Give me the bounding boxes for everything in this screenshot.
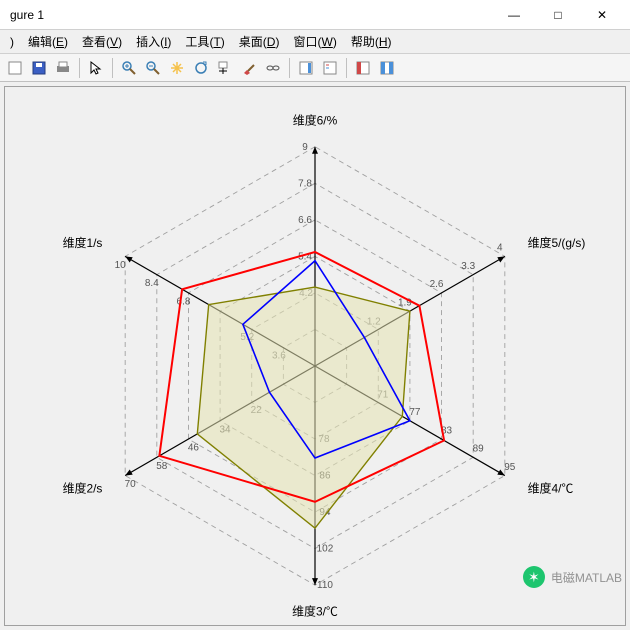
close-button[interactable]: ✕ [580,1,624,29]
watermark-text: 电磁MATLAB [551,569,622,586]
minimize-button[interactable]: — [492,1,536,29]
show-plot-tools-button[interactable] [376,57,398,79]
svg-text:3.3: 3.3 [461,261,475,272]
menubar: ) 编辑(E) 查看(V) 插入(I) 工具(T) 桌面(D) 窗口(W) 帮助… [0,30,630,54]
link-button[interactable] [262,57,284,79]
svg-text:10: 10 [115,260,127,271]
svg-text:维度5/(g/s): 维度5/(g/s) [528,235,586,250]
window-title: gure 1 [6,8,492,22]
new-figure-button[interactable] [4,57,26,79]
svg-text:7.8: 7.8 [298,178,312,189]
svg-text:102: 102 [317,544,334,555]
menu-view[interactable]: 查看(V) [76,31,128,52]
svg-text:8.4: 8.4 [145,278,159,289]
svg-text:6.8: 6.8 [177,297,191,308]
menu-help[interactable]: 帮助(H) [345,31,398,52]
brush-button[interactable] [238,57,260,79]
save-button[interactable] [28,57,50,79]
svg-text:维度6/%: 维度6/% [293,112,338,127]
datacursor-button[interactable] [214,57,236,79]
svg-text:2.6: 2.6 [430,279,444,290]
svg-text:维度1/s: 维度1/s [63,235,103,250]
svg-text:70: 70 [125,479,137,490]
svg-text:维度2/s: 维度2/s [63,481,103,496]
pan-button[interactable] [166,57,188,79]
print-button[interactable] [52,57,74,79]
svg-text:4: 4 [497,243,503,254]
figure-canvas: 维度6/%5.46.67.894.2维度1/s6.88.4105.23.6维度2… [0,82,630,630]
close-icon: ✕ [597,8,607,22]
minimize-icon: — [508,8,520,22]
titlebar: gure 1 — □ ✕ [0,0,630,30]
svg-text:46: 46 [188,443,200,454]
menu-insert[interactable]: 插入(I) [130,31,177,52]
menu-file-trail[interactable]: ) [4,33,20,51]
svg-text:95: 95 [504,462,516,473]
maximize-icon: □ [554,8,561,22]
menu-window[interactable]: 窗口(W) [287,31,342,52]
maximize-button[interactable]: □ [536,1,580,29]
menu-edit[interactable]: 编辑(E) [22,31,74,52]
zoom-in-button[interactable] [118,57,140,79]
toolbar [0,54,630,82]
menu-tools[interactable]: 工具(T) [179,31,230,52]
pointer-button[interactable] [85,57,107,79]
zoom-out-button[interactable] [142,57,164,79]
svg-text:58: 58 [156,461,168,472]
colorbar-button[interactable] [295,57,317,79]
hide-plot-tools-button[interactable] [352,57,374,79]
wechat-icon: ✶ [523,566,545,588]
svg-text:110: 110 [317,580,333,591]
svg-text:维度3/℃: 维度3/℃ [292,603,338,618]
svg-text:77: 77 [409,407,421,418]
svg-text:6.6: 6.6 [298,215,312,226]
svg-text:维度4/℃: 维度4/℃ [528,481,574,496]
svg-text:9: 9 [302,142,308,153]
rotate-button[interactable] [190,57,212,79]
menu-desktop[interactable]: 桌面(D) [233,31,286,52]
legend-button[interactable] [319,57,341,79]
svg-text:89: 89 [473,444,485,455]
radar-chart: 维度6/%5.46.67.894.2维度1/s6.88.4105.23.6维度2… [5,87,625,625]
watermark: ✶ 电磁MATLAB [523,566,622,588]
